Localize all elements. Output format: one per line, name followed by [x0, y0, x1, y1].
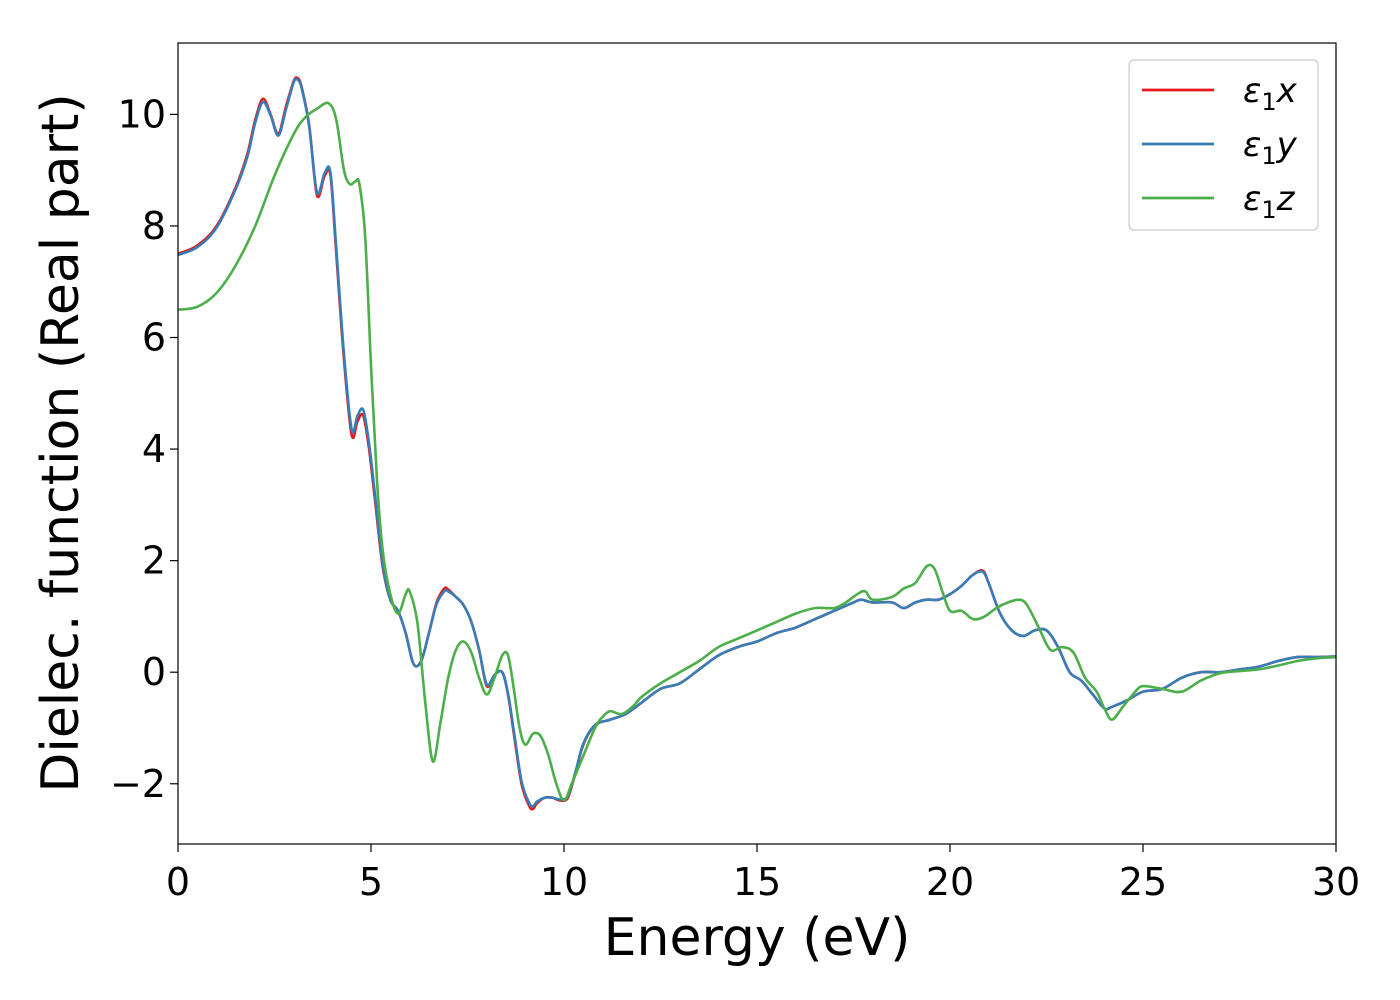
y-axis-ticks: −2 0 2 4 6 8 10 — [110, 92, 178, 806]
x-axis-label: Energy (eV) — [604, 908, 911, 968]
y-tick-label: 4 — [142, 427, 166, 471]
x-tick-label: 15 — [733, 860, 781, 904]
x-tick-label: 20 — [926, 860, 974, 904]
y-tick-label: 8 — [142, 204, 166, 248]
legend: ε1x ε1y ε1z — [1128, 59, 1319, 231]
legend-label-z: ε1z — [1243, 179, 1296, 224]
y-tick-label: 6 — [142, 316, 166, 360]
series-lines — [178, 76, 1336, 811]
y-axis-label: Dielec. function (Real part) — [31, 93, 91, 792]
x-axis-ticks: 0 5 10 15 20 25 30 — [166, 844, 1360, 904]
x-tick-label: 30 — [1312, 860, 1360, 904]
legend-label-x: ε1x — [1243, 71, 1298, 116]
x-tick-label: 0 — [166, 860, 190, 904]
series-line-z — [178, 101, 1336, 802]
x-tick-label: 25 — [1119, 860, 1167, 904]
y-tick-label: 0 — [142, 650, 166, 694]
x-tick-label: 10 — [540, 860, 588, 904]
x-tick-label: 5 — [359, 860, 383, 904]
legend-label-y: ε1y — [1243, 125, 1298, 170]
y-tick-label: 10 — [118, 92, 166, 136]
legend-frame — [1128, 59, 1319, 231]
y-tick-label: 2 — [142, 539, 166, 583]
y-tick-label: −2 — [110, 762, 166, 806]
